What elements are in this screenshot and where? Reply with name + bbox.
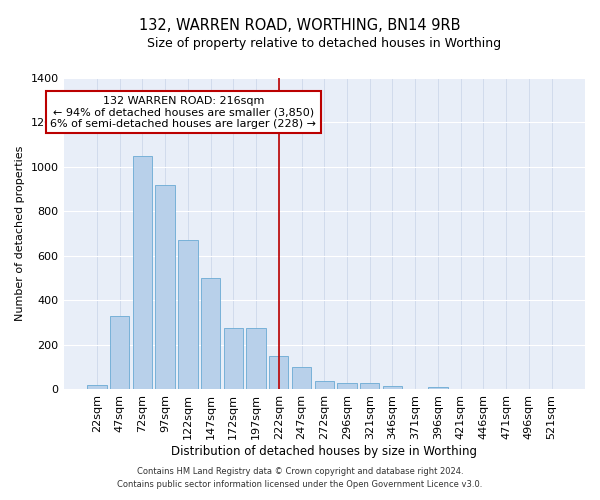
Bar <box>201 278 220 389</box>
Bar <box>360 384 379 389</box>
Text: Contains HM Land Registry data © Crown copyright and database right 2024.
Contai: Contains HM Land Registry data © Crown c… <box>118 468 482 489</box>
Bar <box>247 328 266 389</box>
X-axis label: Distribution of detached houses by size in Worthing: Distribution of detached houses by size … <box>171 444 477 458</box>
Bar <box>178 240 197 389</box>
Bar <box>155 184 175 389</box>
Bar <box>292 367 311 389</box>
Title: Size of property relative to detached houses in Worthing: Size of property relative to detached ho… <box>147 38 502 51</box>
Bar <box>133 156 152 389</box>
Bar <box>337 384 356 389</box>
Bar <box>269 356 289 389</box>
Text: 132 WARREN ROAD: 216sqm
← 94% of detached houses are smaller (3,850)
6% of semi-: 132 WARREN ROAD: 216sqm ← 94% of detache… <box>50 96 316 129</box>
Bar <box>110 316 130 389</box>
Text: 132, WARREN ROAD, WORTHING, BN14 9RB: 132, WARREN ROAD, WORTHING, BN14 9RB <box>139 18 461 32</box>
Y-axis label: Number of detached properties: Number of detached properties <box>15 146 25 321</box>
Bar <box>87 384 107 389</box>
Bar <box>314 381 334 389</box>
Bar <box>383 386 402 389</box>
Bar <box>428 386 448 389</box>
Bar <box>224 328 243 389</box>
